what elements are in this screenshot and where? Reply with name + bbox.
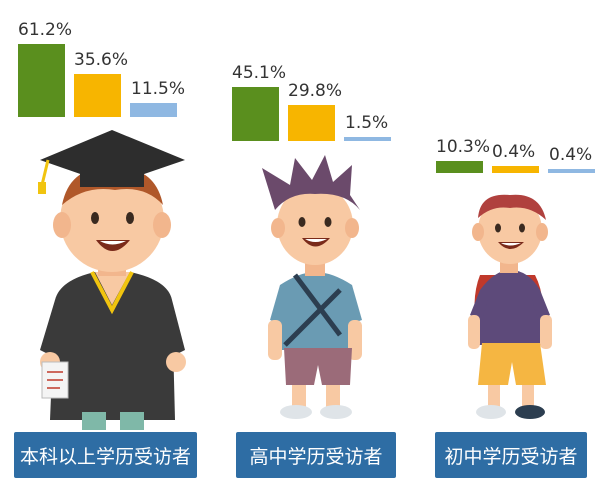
bar-middleschool-series-1 <box>436 160 483 173</box>
category-label-highschool: 高中学历受访者 <box>236 432 396 478</box>
value-label-bachelor-series-1: 61.2% <box>18 19 73 40</box>
value-label-bachelor-series-2: 35.6% <box>74 50 129 71</box>
bar-bachelor-series-3 <box>130 103 177 117</box>
bar-highschool-series-1 <box>232 86 279 141</box>
value-label-middleschool-series-2: 0.4% <box>492 141 536 162</box>
bar-highschool-series-3 <box>344 137 391 141</box>
middleschool-figure-illustration <box>468 194 552 419</box>
bar-highschool-series-2 <box>288 105 335 141</box>
value-label-middleschool-series-1: 10.3% <box>436 136 491 157</box>
category-label-middleschool: 初中学历受访者 <box>435 432 587 478</box>
value-label-middleschool-series-3: 0.4% <box>549 145 593 165</box>
value-label-highschool-series-2: 29.8% <box>288 81 343 102</box>
bar-middleschool-series-2 <box>492 165 539 173</box>
value-label-highschool-series-3: 1.5% <box>345 113 389 133</box>
graduate-figure-illustration <box>38 130 186 430</box>
category-label-bachelor: 本科以上学历受访者 <box>14 432 197 478</box>
value-label-bachelor-series-3: 11.5% <box>131 79 186 100</box>
bar-bachelor-series-2 <box>74 74 121 117</box>
bar-bachelor-series-1 <box>18 43 65 117</box>
bar-middleschool-series-3 <box>548 169 595 173</box>
value-label-highschool-series-1: 45.1% <box>232 62 287 83</box>
highschool-figure-illustration <box>262 155 362 419</box>
